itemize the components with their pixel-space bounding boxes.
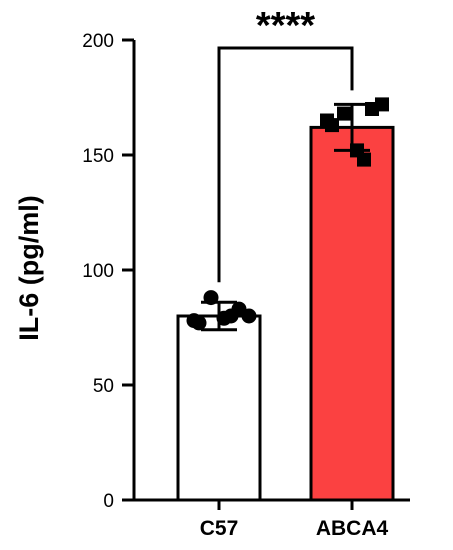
data-point xyxy=(191,315,207,331)
data-point xyxy=(203,290,219,306)
significance-bracket: **** xyxy=(217,5,354,283)
significance-line xyxy=(217,46,354,283)
y-tick-label: 0 xyxy=(103,491,114,512)
y-tick-label: 150 xyxy=(82,146,114,167)
bar-c57 xyxy=(176,314,262,502)
y-axis-title: IL-6 (pg/ml) xyxy=(14,195,44,340)
axes: 0 50 100 150 200 C57 ABCA4 xyxy=(82,31,410,540)
data-point xyxy=(375,97,389,112)
x-tick-label: C57 xyxy=(200,517,239,540)
data-point xyxy=(223,308,239,324)
x-tick-label: ABCA4 xyxy=(316,517,389,540)
significance-label: **** xyxy=(256,5,315,47)
bar-abca4 xyxy=(309,125,395,502)
bars xyxy=(176,102,395,502)
data-point xyxy=(357,152,371,167)
data-point xyxy=(337,106,351,121)
data-points xyxy=(186,97,389,331)
data-point xyxy=(325,118,339,133)
data-point xyxy=(241,308,257,324)
y-tick-label: 100 xyxy=(82,261,114,282)
y-tick-label: 200 xyxy=(82,31,114,52)
y-tick-label: 50 xyxy=(93,376,114,397)
